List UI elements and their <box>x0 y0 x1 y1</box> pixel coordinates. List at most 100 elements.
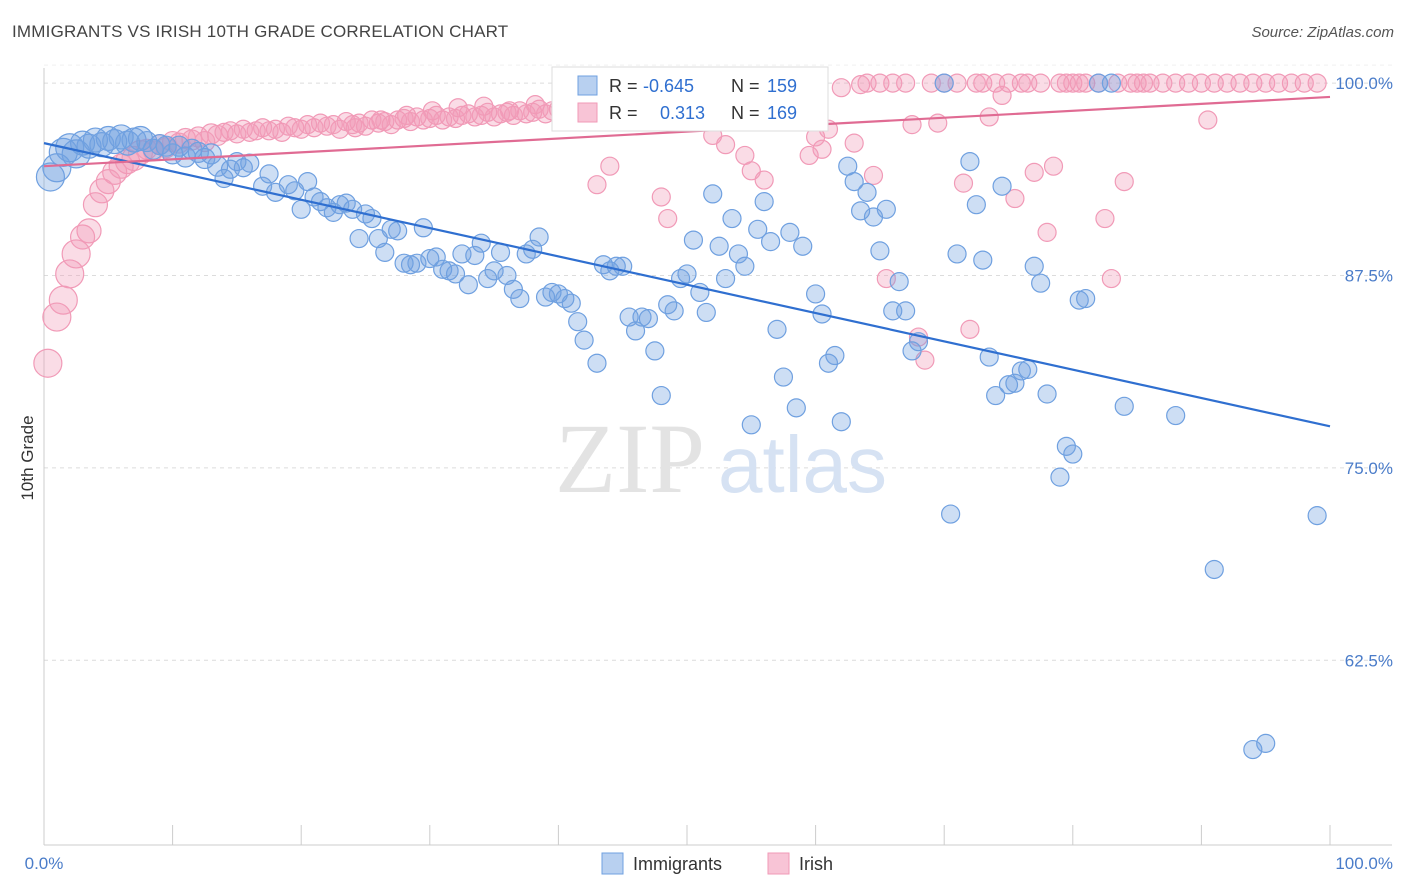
immigrants-point-160 <box>1307 506 1327 526</box>
immigrants-point-92 <box>651 385 671 406</box>
immigrants-point-89 <box>632 307 652 327</box>
irish-point-175 <box>448 98 468 118</box>
immigrants-point-147 <box>1037 384 1057 404</box>
x-tick-label-0: 0.0% <box>25 854 64 873</box>
irish-point-4 <box>61 239 91 269</box>
immigrants-point-115 <box>805 284 826 304</box>
immigrants-point-102 <box>715 268 736 289</box>
immigrants-point-145 <box>1024 256 1044 276</box>
immigrants-points <box>35 73 1327 760</box>
irish-point-141 <box>1037 222 1057 242</box>
immigrants-point-126 <box>876 199 896 219</box>
legend-n-value-irish: 169 <box>767 103 797 123</box>
irish-point-2 <box>48 285 78 315</box>
irish-point-112 <box>831 78 851 98</box>
irish-point-114 <box>851 75 871 95</box>
immigrants-point-139 <box>986 385 1006 406</box>
immigrants-point-52 <box>388 221 408 241</box>
immigrants-point-63 <box>458 275 478 295</box>
immigrants-point-74 <box>529 227 549 247</box>
immigrants-point-101 <box>709 236 729 256</box>
bottom-legend: Immigrants Irish <box>601 852 833 875</box>
irish-point-132 <box>979 107 999 127</box>
watermark-zip: ZIP <box>555 403 705 514</box>
irish-point-116 <box>863 165 884 186</box>
immigrants-point-100 <box>703 184 723 204</box>
irish-point-129 <box>960 319 980 339</box>
immigrants-point-137 <box>973 250 993 270</box>
x-tick-labels: 0.0% 100.0% <box>25 854 1393 873</box>
immigrants-point-136 <box>966 195 986 215</box>
irish-point-99 <box>715 135 736 155</box>
irish-point-3 <box>55 259 85 289</box>
immigrants-point-125 <box>870 241 890 261</box>
irish-point-130 <box>966 73 986 93</box>
immigrants-point-110 <box>767 319 787 339</box>
immigrants-point-71 <box>510 288 530 309</box>
trendlines <box>43 95 1331 428</box>
irish-point-177 <box>499 101 520 121</box>
immigrants-point-65 <box>471 233 491 253</box>
immigrants-point-57 <box>420 248 440 269</box>
irish-point-149 <box>1095 208 1115 229</box>
immigrants-point-114 <box>793 236 813 256</box>
bottom-legend-label-irish: Irish <box>799 854 833 874</box>
immigrants-point-91 <box>645 341 665 361</box>
irish-point-150 <box>1101 268 1121 289</box>
immigrants-point-50 <box>375 242 395 263</box>
immigrants-point-133 <box>941 504 961 524</box>
immigrants-point-106 <box>741 415 761 435</box>
immigrants-point-117 <box>818 353 839 373</box>
immigrants-point-113 <box>786 398 806 418</box>
y-tick-label-2: 87.5% <box>1345 266 1393 285</box>
immigrants-point-96 <box>677 264 697 284</box>
immigrants-point-5 <box>69 130 96 156</box>
immigrants-point-141 <box>998 375 1019 395</box>
immigrants-point-66 <box>478 268 498 289</box>
irish-trendline <box>43 95 1331 168</box>
immigrants-point-132 <box>934 73 954 93</box>
immigrants-point-61 <box>445 264 466 284</box>
immigrants-point-46 <box>349 228 369 249</box>
immigrants-point-144 <box>1018 359 1038 379</box>
immigrants-point-31 <box>240 153 260 173</box>
immigrants-point-156 <box>1166 405 1186 426</box>
irish-point-6 <box>76 218 102 244</box>
immigrants-point-159 <box>1256 733 1276 754</box>
immigrants-point-154 <box>1101 73 1121 93</box>
immigrants-point-146 <box>1031 273 1051 293</box>
irish-point-176 <box>474 96 494 116</box>
legend-r-label-irish: R = <box>609 103 638 123</box>
immigrants-point-97 <box>683 230 704 250</box>
y-tick-labels: 62.5% 75.0% 87.5% 100.0% <box>1335 74 1393 670</box>
irish-point-1 <box>42 302 72 332</box>
irish-point-8 <box>89 178 115 204</box>
immigrants-point-90 <box>638 308 659 329</box>
irish-point-172 <box>371 110 391 130</box>
legend-n-label-immigrants: N = <box>731 76 760 96</box>
bottom-legend-swatch-immigrants <box>601 852 624 875</box>
legend-r-label-immigrants: R = <box>609 76 638 96</box>
irish-point-139 <box>1024 162 1044 182</box>
irish-point-85 <box>600 156 620 176</box>
immigrants-point-118 <box>825 345 845 366</box>
legend-n-label-irish: N = <box>731 103 760 123</box>
irish-point-110 <box>812 139 832 159</box>
watermark: ZIP atlas <box>555 403 887 514</box>
irish-point-170 <box>1307 73 1327 93</box>
legend-n-value-immigrants: 159 <box>767 76 797 96</box>
irish-point-31 <box>240 122 260 142</box>
axes <box>43 68 1392 846</box>
irish-point-7 <box>82 192 109 218</box>
immigrants-trendline <box>43 142 1331 428</box>
irish-point-174 <box>422 101 442 121</box>
source-label: Source: ZipAtlas.com <box>1251 24 1394 41</box>
y-axis-label: 10th Grade <box>18 415 37 500</box>
immigrants-point-134 <box>947 244 967 264</box>
chart-title: IMMIGRANTS VS IRISH 10TH GRADE CORRELATI… <box>12 22 509 41</box>
irish-point-45 <box>330 119 350 139</box>
irish-point-178 <box>525 95 545 115</box>
immigrants-point-107 <box>748 219 768 239</box>
irish-point-91 <box>651 187 671 207</box>
